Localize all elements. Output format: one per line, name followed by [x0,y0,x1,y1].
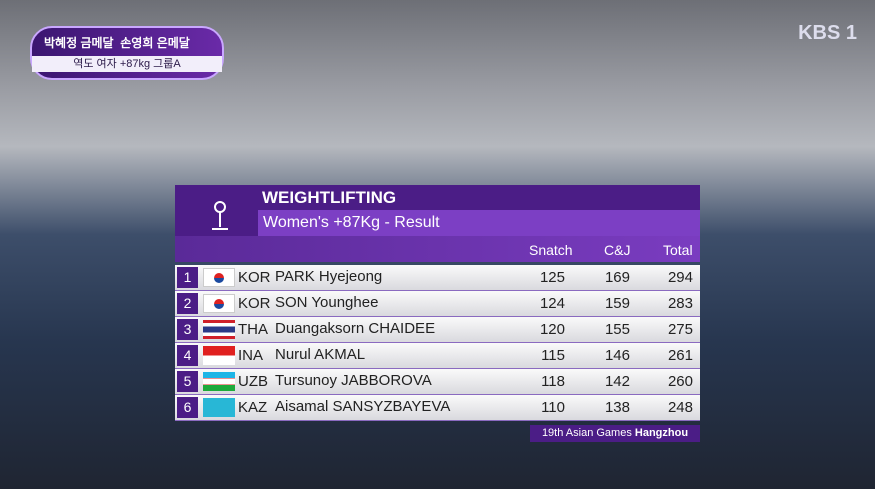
flag [203,372,235,391]
country-code: UZB [238,373,268,390]
gold-text: 박혜정 금메달 [44,36,114,50]
footer-city: Hangzhou [634,427,689,439]
total: 294 [667,269,693,286]
rank: 5 [177,371,198,392]
result-row: 1 KOR PARK Hyejeong 125 169 294 [175,265,700,291]
footer: 19th Asian Games Hangzhou [530,425,700,442]
snatch: 115 [541,347,565,364]
clean-and-jerk: 138 [604,399,630,416]
result-row: 3 THA Duangaksorn CHAIDEE 120 155 275 [175,317,700,343]
athlete-name: Aisamal SANSYZBAYEVA [275,398,451,415]
clean-and-jerk: 146 [604,347,630,364]
athlete-name: SON Younghee [275,294,379,311]
country-code: THA [238,321,268,338]
country-code: KOR [238,295,271,312]
total: 248 [667,399,693,416]
flag [203,346,235,365]
silver-text: 손영희 은메달 [120,36,190,50]
athlete-name: PARK Hyejeong [275,268,383,285]
medal-badge: 박혜정 금메달 손영희 은메달 역도 여자 +87kg 그룹A [30,26,224,80]
rank: 1 [177,267,198,288]
title: WEIGHTLIFTING [262,188,397,207]
athlete-name: Tursunoy JABBOROVA [275,372,432,389]
results-panel: WEIGHTLIFTING Women's +87Kg - Result Sna… [175,185,700,442]
icon-svg [212,201,228,230]
snatch: 120 [539,321,565,338]
clean-and-jerk: 155 [604,321,630,338]
result-row: 2 KOR SON Younghee 124 159 283 [175,291,700,317]
rank: 4 [177,345,198,366]
snatch: 125 [539,269,565,286]
country-code: INA [238,347,264,364]
column-header: Total [663,242,693,258]
rank: 2 [177,293,198,314]
snatch: 118 [541,373,565,390]
result-row: 4 INA Nurul AKMAL 115 146 261 [175,343,700,369]
clean-and-jerk: 142 [604,373,630,390]
athlete-name: Nurul AKMAL [275,346,366,363]
country-code: KAZ [238,399,268,416]
clean-and-jerk: 159 [604,295,630,312]
badge-line: 박혜정 금메달 손영희 은메달 [44,34,190,51]
sport-icon [175,185,258,236]
result-row: 5 UZB Tursunoy JABBOROVA 118 142 260 [175,369,700,395]
total: 275 [667,321,693,338]
flag [203,268,235,287]
header-band [175,185,700,210]
result-row: 6 KAZ Aisamal SANSYZBAYEVA 110 138 248 [175,395,700,421]
rank: 6 [177,397,198,418]
subtitle: Women's +87Kg - Result [258,210,700,236]
footer-event: 19th Asian Games [541,427,632,439]
total: 260 [667,373,693,390]
clean-and-jerk: 169 [604,269,630,286]
event-text: 역도 여자 +87kg 그룹A [32,56,222,72]
flag [203,398,235,417]
channel-logo: KBS 1 [798,22,857,44]
rank: 3 [177,319,198,340]
snatch: 124 [539,295,565,312]
country-code: KOR [238,269,271,286]
total: 261 [667,347,693,364]
flag-emblem [214,299,224,309]
total: 283 [667,295,693,312]
flag [203,320,235,339]
flag [203,294,235,313]
column-header: C&J [604,242,631,258]
flag-emblem [214,273,224,283]
column-header-band [175,236,700,262]
column-header: Snatch [529,242,573,258]
athlete-name: Duangaksorn CHAIDEE [275,320,436,337]
snatch: 110 [541,399,565,416]
